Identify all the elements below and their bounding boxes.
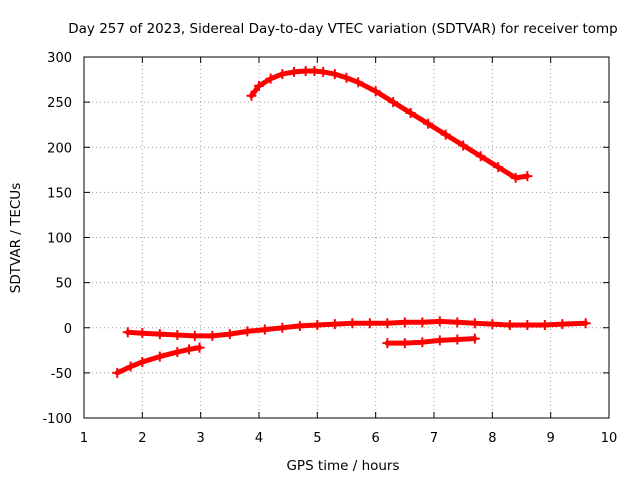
y-tick-label: -100 — [42, 412, 72, 427]
data-point — [382, 318, 393, 329]
data-point — [154, 351, 165, 362]
data-point — [522, 320, 533, 331]
y-tick-label: 100 — [47, 232, 72, 247]
data-point — [259, 324, 270, 335]
x-axis-label: GPS time / hours — [286, 458, 399, 474]
x-tick-label: 7 — [430, 431, 438, 446]
data-point — [469, 318, 480, 329]
data-point — [469, 333, 480, 344]
data-point — [300, 65, 311, 76]
data-point — [539, 320, 550, 331]
data-point — [522, 171, 533, 182]
series-line — [114, 345, 202, 376]
data-point — [242, 326, 253, 337]
data-series — [112, 65, 591, 378]
data-point — [399, 338, 410, 349]
data-point — [347, 318, 358, 329]
data-point — [194, 342, 205, 353]
plot-frame — [83, 56, 610, 419]
x-tick-label: 4 — [255, 431, 263, 446]
data-point — [137, 357, 148, 368]
data-point — [277, 322, 288, 333]
data-point — [417, 337, 428, 348]
x-tick-label: 6 — [372, 431, 380, 446]
data-point — [312, 320, 323, 331]
data-point — [487, 319, 498, 330]
data-point — [224, 329, 235, 340]
series-arc-low-main — [122, 316, 591, 341]
data-point — [399, 317, 410, 328]
data-point — [289, 66, 299, 77]
x-tick-label: 9 — [547, 431, 555, 446]
x-tick-label: 1 — [80, 431, 88, 446]
series-arc-rising — [112, 342, 205, 378]
data-point — [341, 72, 352, 83]
data-point — [329, 69, 340, 80]
data-point — [364, 318, 375, 329]
data-point — [189, 330, 200, 341]
data-point — [172, 329, 183, 340]
data-point — [184, 344, 194, 355]
x-tick-label: 8 — [488, 431, 496, 446]
data-point — [434, 316, 445, 327]
data-point — [207, 330, 218, 341]
data-point — [254, 80, 264, 91]
y-tick-label: -50 — [51, 367, 72, 382]
y-tick-label: 200 — [47, 141, 72, 156]
data-point — [353, 77, 364, 88]
data-point — [329, 319, 340, 330]
data-point — [557, 319, 568, 330]
y-tick-label: 300 — [47, 51, 72, 66]
data-point — [112, 367, 123, 378]
data-point — [504, 320, 515, 331]
grid-lines — [84, 57, 609, 418]
data-point — [318, 66, 329, 77]
data-point — [458, 140, 469, 151]
chart-title: Day 257 of 2023, Sidereal Day-to-day VTE… — [68, 21, 617, 37]
data-point — [405, 107, 416, 118]
data-point — [370, 86, 381, 97]
data-point — [122, 327, 133, 338]
data-point — [154, 329, 165, 340]
data-point — [434, 335, 445, 346]
data-point — [493, 162, 504, 173]
series-arc-high — [246, 65, 533, 183]
data-point — [452, 334, 463, 345]
y-tick-label: 50 — [55, 277, 72, 292]
y-tick-label: 250 — [47, 96, 72, 111]
y-tick-label: 0 — [64, 322, 72, 337]
data-point — [510, 172, 521, 183]
data-point — [423, 118, 434, 129]
series-line — [248, 68, 530, 181]
data-point — [277, 69, 288, 80]
series-arc-mid — [382, 333, 480, 349]
data-point — [137, 328, 148, 339]
x-tick-label: 3 — [197, 431, 205, 446]
data-point — [172, 347, 183, 358]
data-point — [440, 129, 451, 140]
data-point — [580, 318, 591, 329]
data-point — [125, 361, 136, 372]
x-tick-label: 2 — [138, 431, 146, 446]
x-tick-label: 10 — [601, 431, 618, 446]
data-point — [452, 317, 463, 328]
data-point — [246, 90, 257, 101]
data-point — [417, 317, 428, 328]
data-point — [265, 73, 276, 84]
data-point — [309, 65, 320, 76]
axes: 1 2 3 4 5 6 7 8 9 10 -100 -50 0 50 100 150 200 250 300 — [42, 51, 617, 446]
data-point — [382, 338, 393, 349]
y-axis-label: SDTVAR / TECUs — [8, 183, 24, 293]
data-point — [388, 97, 399, 108]
data-point — [294, 320, 305, 331]
data-point — [475, 151, 486, 162]
y-tick-label: 150 — [47, 186, 72, 201]
x-tick-label: 5 — [313, 431, 321, 446]
